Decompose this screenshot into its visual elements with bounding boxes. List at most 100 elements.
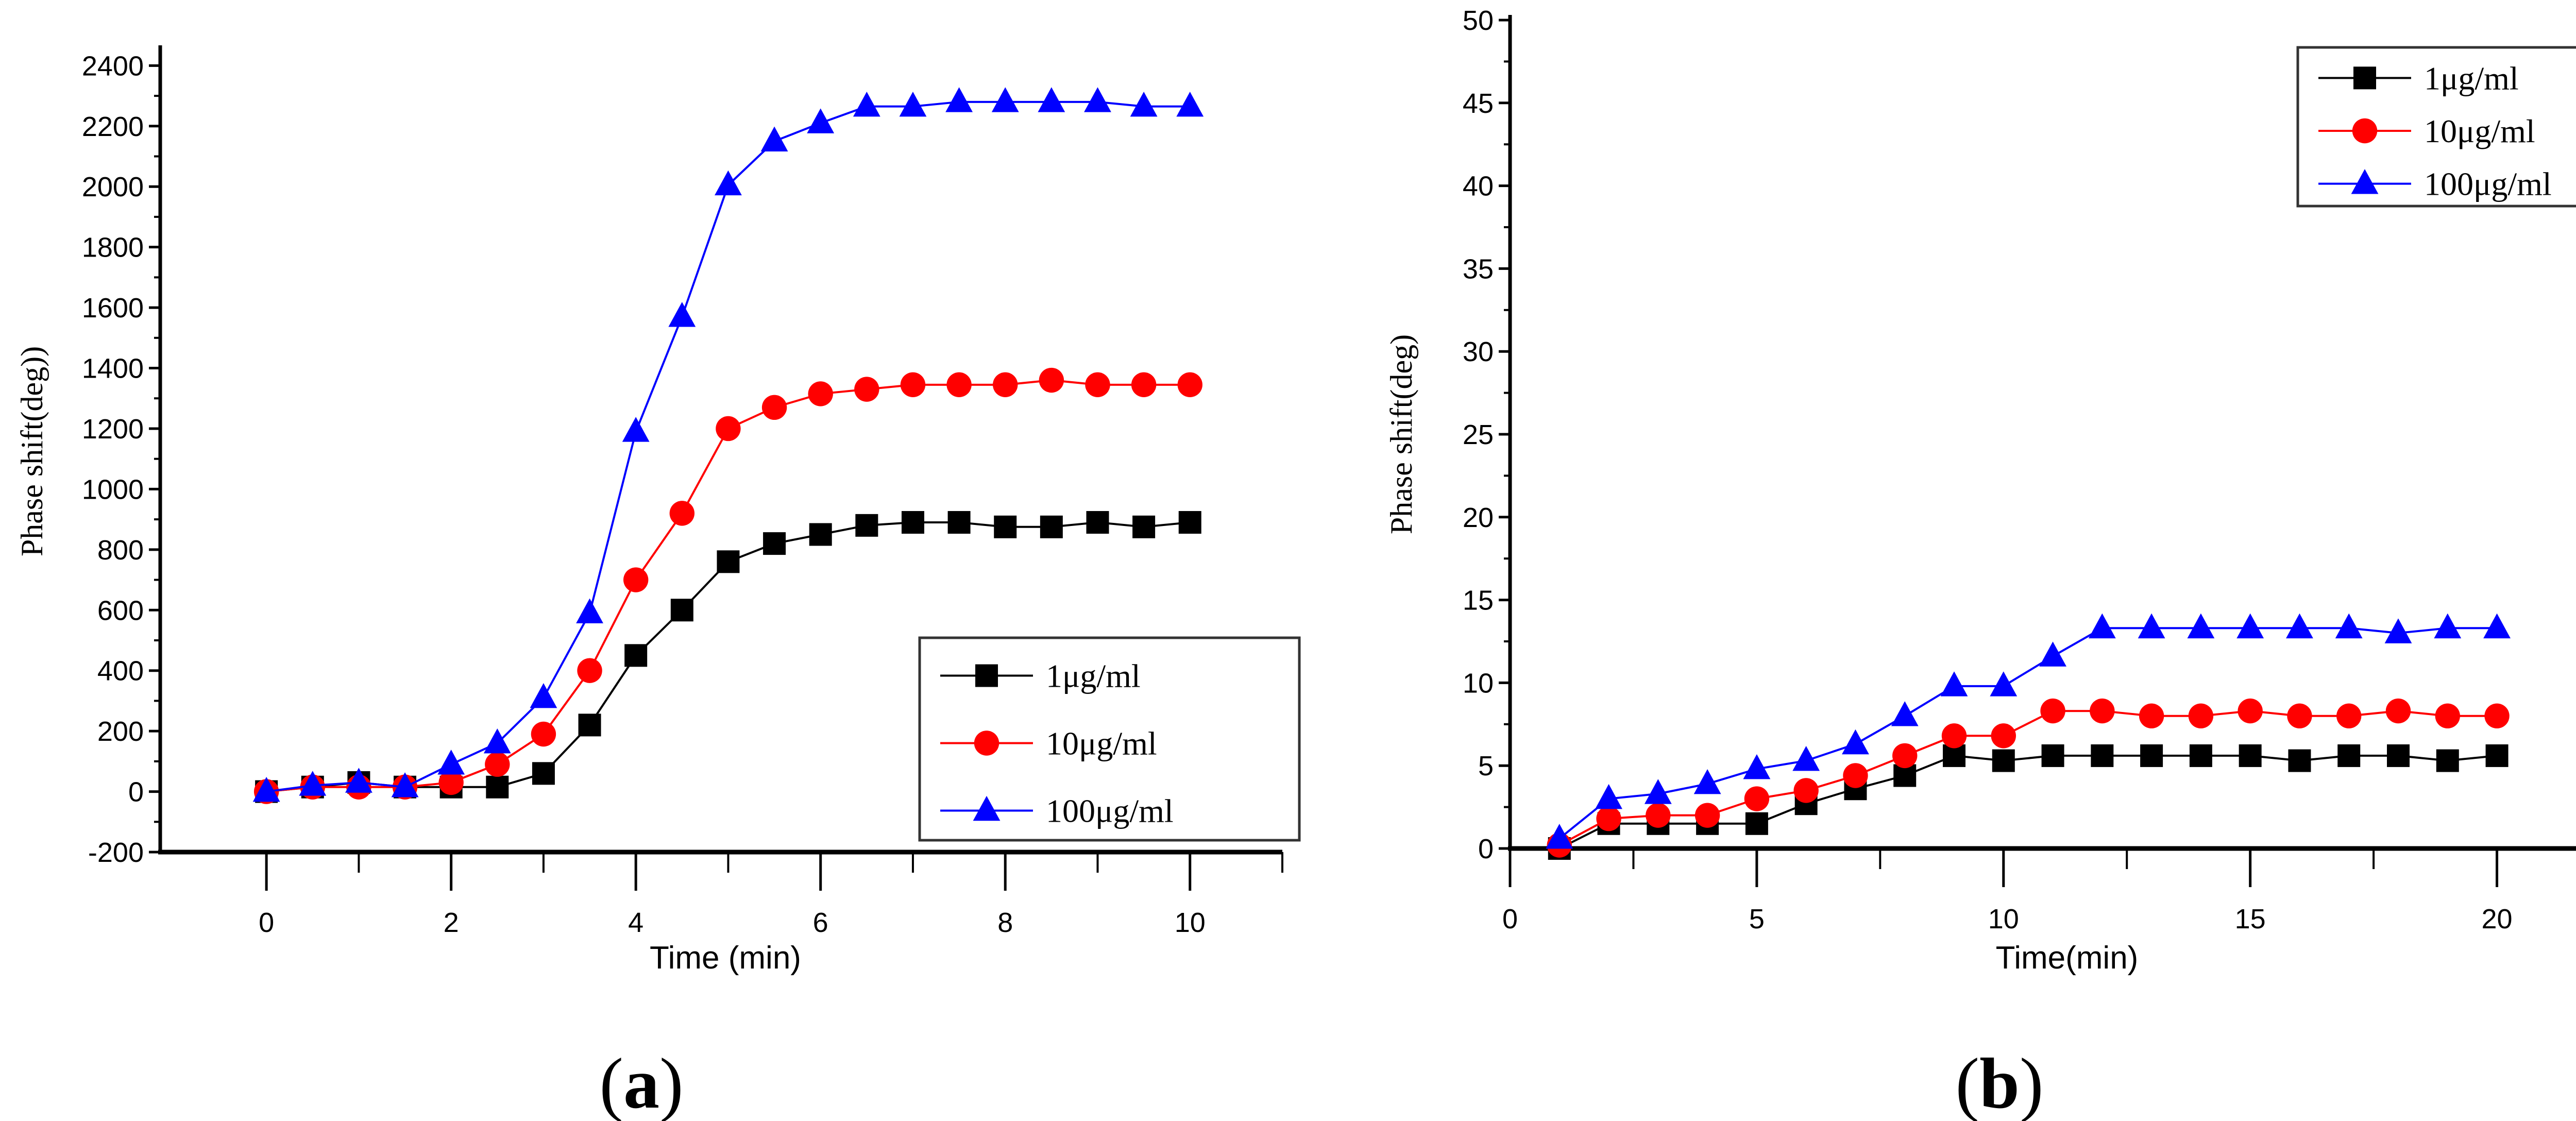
panel-label: (b) — [1955, 1044, 2043, 1121]
y-tick-label: 2200 — [82, 111, 144, 142]
data-point — [760, 126, 788, 151]
data-point — [345, 768, 372, 793]
data-point — [899, 92, 927, 117]
series-2 — [1547, 698, 2510, 858]
x-tick-label: 15 — [2235, 904, 2266, 935]
data-point — [853, 92, 880, 117]
data-point — [1892, 743, 1918, 769]
y-tick-label: 10 — [1463, 668, 1494, 699]
data-point — [299, 771, 327, 796]
data-point — [2435, 703, 2460, 728]
y-tick-label: 20 — [1463, 502, 1494, 533]
legend-item: 10μg/ml — [940, 725, 1157, 762]
data-point — [2239, 744, 2262, 767]
series-1 — [1548, 744, 2509, 860]
y-tick-label: 40 — [1463, 171, 1494, 202]
data-point — [2483, 613, 2511, 639]
data-point — [809, 523, 832, 546]
panel-label-open: ( — [599, 1044, 623, 1121]
data-point — [947, 511, 971, 534]
data-point — [1178, 511, 1201, 534]
legend-item: 1μg/ml — [940, 658, 1141, 694]
y-tick-label: 15 — [1463, 585, 1494, 616]
y-tick-label: 1600 — [82, 293, 144, 324]
y-tick-label: 50 — [1463, 5, 1494, 36]
data-point — [901, 511, 924, 534]
data-point — [2091, 744, 2114, 767]
y-tick-label: 800 — [97, 535, 144, 566]
data-point — [577, 658, 602, 683]
data-point — [854, 377, 879, 402]
data-point — [2288, 749, 2311, 772]
x-tick-label: 6 — [813, 907, 828, 938]
data-point — [1039, 367, 1064, 393]
data-point — [2436, 749, 2459, 772]
y-tick-label: 1200 — [82, 414, 144, 445]
data-point — [1940, 671, 1968, 697]
series-line — [1558, 627, 2497, 840]
y-tick-label: 30 — [1463, 336, 1494, 367]
chart-a: -200 0 200 400 600 800 1000 1200 1400 1600 1800 200… — [15, 45, 1301, 1121]
data-point — [1177, 372, 1202, 398]
legend-square-marker — [2353, 66, 2376, 90]
data-point — [532, 762, 555, 785]
data-point — [2286, 613, 2313, 639]
data-point — [485, 752, 510, 777]
x-tick-label: 8 — [997, 907, 1013, 938]
legend-item: 10μg/ml — [2318, 113, 2535, 149]
x-axis-label: Time (min) — [650, 940, 801, 976]
y-tick-label: 600 — [97, 595, 144, 626]
series-3 — [252, 87, 1204, 802]
legend-label: 10μg/ml — [1046, 725, 1157, 762]
data-point — [2385, 698, 2411, 724]
data-point — [2336, 703, 2362, 728]
legend-circle-marker — [2352, 118, 2378, 144]
y-axis-label: Phase shift(deg)) — [15, 346, 49, 556]
data-point — [668, 302, 696, 327]
data-point — [2088, 613, 2116, 639]
panel-label: (a) — [599, 1044, 683, 1121]
data-point — [578, 714, 601, 737]
data-point — [994, 515, 1017, 538]
data-point — [946, 372, 972, 398]
data-point — [1793, 778, 1819, 803]
data-point — [1546, 824, 1573, 849]
data-point — [1038, 87, 1065, 112]
y-tick-label: 1800 — [82, 232, 144, 263]
data-point — [763, 532, 786, 555]
legend-box — [2296, 46, 2576, 208]
data-point — [2041, 744, 2064, 767]
data-point — [1595, 784, 1622, 809]
x-tick-label: 5 — [1749, 904, 1765, 935]
data-point — [1596, 806, 1621, 831]
data-point — [1891, 701, 1919, 726]
data-point — [438, 770, 464, 795]
panel-label-close: ) — [659, 1044, 684, 1121]
data-point — [1086, 511, 1109, 534]
data-point — [2040, 698, 2065, 724]
data-point — [1693, 769, 1721, 794]
y-tick-label: 2000 — [82, 172, 144, 202]
legend: 1μg/ml 10μg/ml 100μg/ml — [2296, 46, 2576, 208]
data-point — [1085, 372, 1110, 398]
data-point — [530, 683, 557, 708]
x-tick-label: 4 — [628, 907, 643, 938]
data-point — [576, 598, 603, 623]
data-point — [761, 395, 787, 420]
data-point — [808, 381, 833, 406]
data-point — [1644, 779, 1672, 804]
legend-label: 1μg/ml — [2424, 60, 2519, 96]
data-point — [252, 776, 280, 802]
y-tick-label: 0 — [128, 777, 144, 808]
y-tick-label: 400 — [97, 656, 144, 687]
y-tick-label: 200 — [97, 716, 144, 747]
chart-b: 0 5 10 15 20 25 30 35 40 45 50 0 5 10 15 20 Phase shift(… — [1384, 5, 2576, 1121]
legend-item: 100μg/ml — [2318, 166, 2552, 202]
legend-item: 100μg/ml — [940, 793, 1174, 829]
x-tick-label: 0 — [259, 907, 274, 938]
x-tick-label: 2 — [444, 907, 459, 938]
data-point — [624, 644, 648, 667]
data-point — [1792, 745, 1820, 771]
panel-label-letter: b — [1979, 1044, 2020, 1121]
